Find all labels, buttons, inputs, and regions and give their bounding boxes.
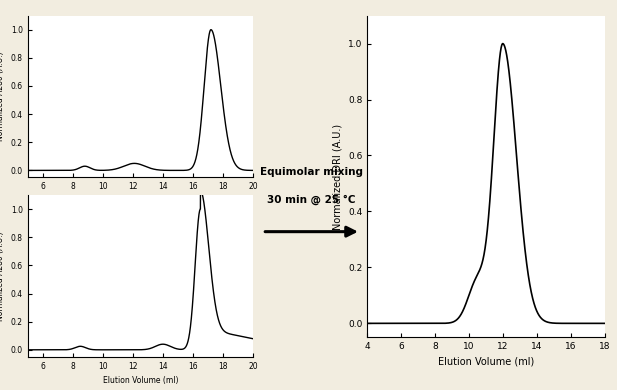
Y-axis label: Normalized A280 (A.U.): Normalized A280 (A.U.) bbox=[0, 52, 5, 141]
X-axis label: Elution Volume (ml): Elution Volume (ml) bbox=[102, 197, 178, 206]
Y-axis label: Normalized A280 (A.U.): Normalized A280 (A.U.) bbox=[0, 231, 5, 321]
X-axis label: Elution Volume (ml): Elution Volume (ml) bbox=[438, 357, 534, 367]
Text: Equimolar mixing: Equimolar mixing bbox=[260, 167, 363, 177]
X-axis label: Elution Volume (ml): Elution Volume (ml) bbox=[102, 376, 178, 385]
Y-axis label: Normalized DRI (A.U.): Normalized DRI (A.U.) bbox=[333, 123, 342, 230]
Text: 30 min @ 25 °C: 30 min @ 25 °C bbox=[267, 195, 356, 205]
